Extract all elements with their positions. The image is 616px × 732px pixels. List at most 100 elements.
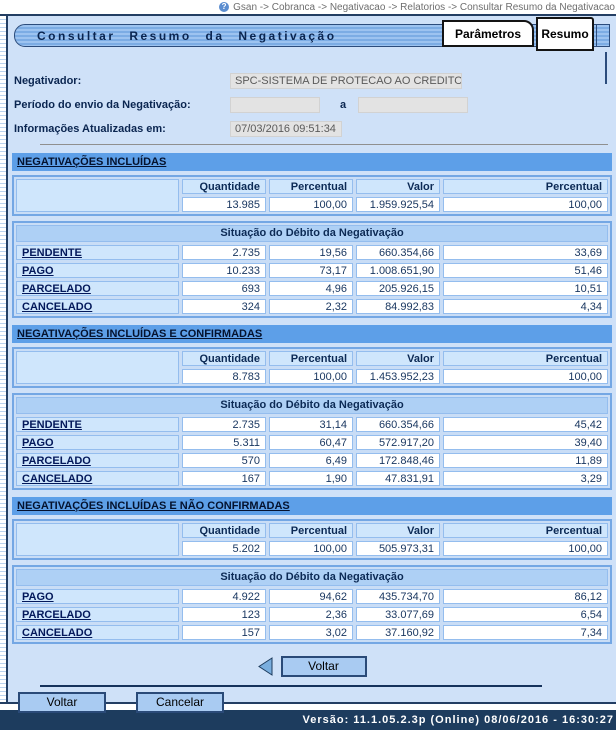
tab-resumo[interactable]: Resumo	[536, 17, 594, 51]
row-percentual-1: 6,49	[269, 453, 353, 468]
bottom-actions: Voltar Cancelar	[18, 692, 612, 713]
status-cell: PAGO	[16, 589, 179, 604]
situation-rows: PAGO 4.922 94,62 435.734,70 86,12 PARCEL…	[16, 589, 608, 640]
periodo-from-field[interactable]	[230, 96, 320, 113]
negativation-section: NEGATIVAÇÕES INCLUÍDAS E CONFIRMADAS Qua…	[12, 325, 612, 490]
status-link[interactable]: CANCELADO	[22, 301, 93, 313]
help-icon[interactable]: ?	[219, 2, 230, 12]
column-header-percentual-1: Percentual	[269, 179, 353, 194]
empty-cell	[16, 351, 179, 384]
column-header-quantidade: Quantidade	[182, 523, 266, 538]
row-percentual-2: 4,34	[443, 299, 608, 314]
row-valor: 172.848,46	[356, 453, 440, 468]
row-quantidade: 2.735	[182, 417, 266, 432]
row-quantidade: 570	[182, 453, 266, 468]
periodo-separator: a	[340, 98, 347, 111]
total-percentual-2: 100,00	[443, 197, 608, 212]
status-link[interactable]: CANCELADO	[22, 627, 93, 639]
tab-parametros[interactable]: Parâmetros	[442, 20, 534, 47]
row-valor: 435.734,70	[356, 589, 440, 604]
column-header-valor: Valor	[356, 179, 440, 194]
total-percentual-1: 100,00	[269, 369, 353, 384]
total-percentual-1: 100,00	[269, 541, 353, 556]
form-row-negativador: Negativador: SPC-SISTEMA DE PROTECAO AO …	[14, 72, 612, 89]
situation-header: Situação do Débito da Negativação	[16, 397, 608, 414]
status-cell: CANCELADO	[16, 625, 179, 640]
column-header-percentual-1: Percentual	[269, 351, 353, 366]
status-link[interactable]: PAGO	[22, 437, 54, 449]
column-header-valor: Valor	[356, 523, 440, 538]
row-percentual-1: 94,62	[269, 589, 353, 604]
section-title: NEGATIVAÇÕES INCLUÍDAS E CONFIRMADAS	[12, 325, 612, 343]
back-arrow-icon[interactable]	[257, 657, 273, 676]
form-separator	[40, 144, 608, 145]
status-cell: PAGO	[16, 263, 179, 278]
row-valor: 660.354,66	[356, 245, 440, 260]
row-percentual-2: 10,51	[443, 281, 608, 296]
footer-gap	[0, 704, 616, 710]
form-row-atualizado: Informações Atualizadas em: 07/03/2016 0…	[14, 120, 612, 137]
status-link[interactable]: PAGO	[22, 265, 54, 277]
sections: NEGATIVAÇÕES INCLUÍDAS Quantidade Percen…	[12, 153, 612, 644]
situation-header: Situação do Débito da Negativação	[16, 569, 608, 586]
status-link[interactable]: PARCELADO	[22, 609, 91, 621]
row-valor: 572.917,20	[356, 435, 440, 450]
row-percentual-1: 4,96	[269, 281, 353, 296]
total-valor: 1.453.952,23	[356, 369, 440, 384]
row-percentual-1: 3,02	[269, 625, 353, 640]
situation-rows: PENDENTE 2.735 19,56 660.354,66 33,69 PA…	[16, 245, 608, 314]
status-link[interactable]: PENDENTE	[22, 419, 82, 431]
row-quantidade: 167	[182, 471, 266, 486]
mid-back-group: Voltar	[12, 656, 612, 677]
total-quantidade: 13.985	[182, 197, 266, 212]
row-quantidade: 10.233	[182, 263, 266, 278]
column-header-quantidade: Quantidade	[182, 179, 266, 194]
row-valor: 84.992,83	[356, 299, 440, 314]
column-header-percentual-2: Percentual	[443, 179, 608, 194]
row-percentual-2: 86,12	[443, 589, 608, 604]
total-valor: 1.959.925,54	[356, 197, 440, 212]
empty-cell	[16, 179, 179, 212]
negativador-label: Negativador:	[14, 74, 82, 87]
row-quantidade: 324	[182, 299, 266, 314]
row-valor: 47.831,91	[356, 471, 440, 486]
breadcrumb: ? Gsan -> Cobranca -> Negativacao -> Rel…	[0, 0, 616, 14]
back-button[interactable]: Voltar	[18, 692, 106, 713]
status-link[interactable]: PAGO	[22, 591, 54, 603]
total-percentual-1: 100,00	[269, 197, 353, 212]
row-percentual-2: 11,89	[443, 453, 608, 468]
section-title: NEGATIVAÇÕES INCLUÍDAS	[12, 153, 612, 171]
situation-table: Situação do Débito da Negativação PENDEN…	[12, 221, 612, 318]
row-percentual-1: 31,14	[269, 417, 353, 432]
status-cell: PARCELADO	[16, 453, 179, 468]
periodo-label: Período do envio da Negativação:	[14, 98, 191, 111]
total-quantidade: 5.202	[182, 541, 266, 556]
tab-tail-decoration	[596, 24, 610, 47]
row-percentual-1: 19,56	[269, 245, 353, 260]
status-link[interactable]: PARCELADO	[22, 455, 91, 467]
periodo-to-field[interactable]	[358, 96, 469, 113]
breadcrumb-text: Gsan -> Cobranca -> Negativacao -> Relat…	[233, 1, 615, 13]
column-header-percentual-1: Percentual	[269, 523, 353, 538]
negativador-field[interactable]: SPC-SISTEMA DE PROTECAO AO CREDITO - PE	[230, 72, 462, 89]
negativation-section: NEGATIVAÇÕES INCLUÍDAS E NÃO CONFIRMADAS…	[12, 497, 612, 644]
totals-table: Quantidade Percentual Valor Percentual 5…	[12, 519, 612, 560]
status-cell: PARCELADO	[16, 281, 179, 296]
status-link[interactable]: CANCELADO	[22, 473, 93, 485]
row-percentual-2: 6,54	[443, 607, 608, 622]
status-link[interactable]: PARCELADO	[22, 283, 91, 295]
page-content: Consultar Resumo da Negativação Parâmetr…	[8, 16, 616, 713]
totals-table: Quantidade Percentual Valor Percentual 8…	[12, 347, 612, 388]
column-header-percentual-2: Percentual	[443, 351, 608, 366]
cancel-button[interactable]: Cancelar	[136, 692, 224, 713]
row-percentual-2: 33,69	[443, 245, 608, 260]
row-quantidade: 5.311	[182, 435, 266, 450]
atualizado-field[interactable]: 07/03/2016 09:51:34	[230, 120, 342, 137]
row-percentual-2: 51,46	[443, 263, 608, 278]
status-cell: PENDENTE	[16, 417, 179, 432]
mid-back-button[interactable]: Voltar	[280, 656, 367, 677]
row-percentual-1: 2,36	[269, 607, 353, 622]
row-quantidade: 157	[182, 625, 266, 640]
right-border-tick	[605, 52, 607, 84]
status-link[interactable]: PENDENTE	[22, 247, 82, 259]
